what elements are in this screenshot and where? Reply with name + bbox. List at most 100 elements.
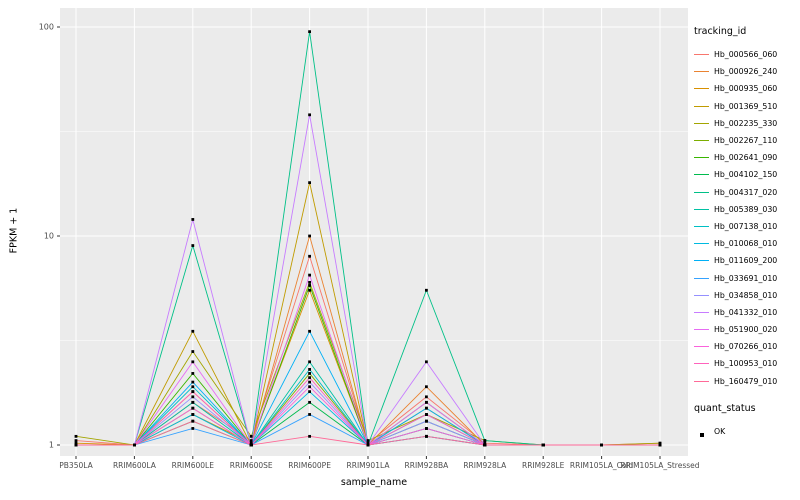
data-point — [425, 360, 428, 364]
data-point — [308, 284, 311, 287]
legend-item-label: Hb_004317_020 — [714, 187, 778, 197]
data-point — [425, 395, 428, 399]
data-point — [425, 406, 428, 410]
data-point — [425, 400, 428, 404]
data-point — [308, 329, 311, 333]
data-point — [308, 273, 311, 277]
legend-panel: tracking_id Hb_000566_060 Hb_000926_240 Hb… — [694, 26, 798, 440]
x-tick-label: RRIM105LA_Stressed — [620, 461, 699, 470]
data-point — [191, 380, 195, 384]
legend-item-Hb_034858_010: Hb_034858_010 — [694, 287, 798, 304]
x-tick-label: RRIM600LE — [172, 461, 215, 470]
data-point — [191, 427, 195, 430]
legend-item-label: Hb_002641_090 — [714, 153, 778, 163]
legend-item-Hb_004317_020: Hb_004317_020 — [694, 184, 798, 201]
data-point — [658, 443, 662, 447]
data-point — [483, 441, 487, 445]
data-point — [658, 441, 662, 445]
legend-item-Hb_001369_510: Hb_001369_510 — [694, 98, 798, 115]
x-tick-label: RRIM105LA_Cold — [570, 461, 634, 470]
data-point — [600, 443, 603, 447]
legend-item-Hb_011609_200: Hb_011609_200 — [694, 252, 798, 269]
y-axis-title: FPKM + 1 — [8, 207, 20, 254]
data-point — [308, 181, 311, 185]
legend-item-Hb_010068_010: Hb_010068_010 — [694, 235, 798, 252]
legend-item-quant-OK: OK — [694, 423, 798, 440]
data-point — [74, 434, 78, 438]
quant-status-block: quant_status OK — [694, 403, 798, 440]
data-point — [191, 360, 195, 364]
data-point — [308, 385, 311, 389]
legend-item-Hb_004102_150: Hb_004102_150 — [694, 166, 798, 183]
x-axis-title: sample_name — [340, 477, 408, 488]
data-point — [191, 419, 195, 423]
x-tick-label: RRIM600PE — [288, 461, 331, 470]
legend-item-label: Hb_010068_010 — [714, 239, 778, 249]
legend-item-label: Hb_002267_110 — [714, 136, 778, 146]
data-point — [191, 350, 195, 353]
legend-key-line — [694, 174, 709, 176]
legend-item-Hb_033691_010: Hb_033691_010 — [694, 269, 798, 286]
x-tick-label: RRIM928LE — [522, 461, 565, 470]
legend-item-Hb_100953_010: Hb_100953_010 — [694, 355, 798, 372]
data-point — [425, 288, 428, 292]
data-point — [425, 385, 428, 389]
legend-item-label: Hb_041332_010 — [714, 307, 778, 317]
legend-item-Hb_002235_330: Hb_002235_330 — [694, 115, 798, 132]
legend-key-line — [694, 157, 709, 159]
data-point — [249, 441, 253, 445]
legend-item-label: Hb_005389_030 — [714, 204, 778, 214]
data-point — [308, 434, 311, 438]
x-tick-label: RRIM600LA — [113, 461, 157, 470]
data-point — [191, 218, 195, 221]
data-point — [191, 395, 195, 399]
x-tick-label: RRIM928BA — [405, 461, 450, 470]
legend-key-line — [694, 208, 709, 210]
data-point — [308, 234, 311, 238]
data-point — [366, 439, 370, 442]
data-point — [191, 372, 195, 375]
legend-title-quant-status: quant_status — [694, 402, 756, 414]
legend-item-Hb_005389_030: Hb_005389_030 — [694, 201, 798, 218]
legend-key-line — [694, 380, 709, 382]
data-point — [425, 413, 428, 416]
legend-item-label: Hb_000566_060 — [714, 50, 778, 60]
x-tick-label: PB350LA — [59, 461, 93, 470]
legend-item-label: Hb_007138_010 — [714, 221, 778, 231]
data-point — [425, 419, 428, 423]
legend-item-Hb_007138_010: Hb_007138_010 — [694, 218, 798, 235]
data-point — [541, 443, 545, 447]
legend-key-line — [694, 243, 709, 245]
legend-item-label: Hb_034858_010 — [714, 290, 778, 300]
data-point — [249, 443, 253, 447]
legend-key-line — [694, 191, 709, 193]
legend-key-point — [694, 422, 709, 441]
legend-key-line — [694, 346, 709, 348]
legend-item-Hb_000935_060: Hb_000935_060 — [694, 80, 798, 97]
plot-panel — [60, 8, 688, 456]
legend-item-label: Hb_070266_010 — [714, 342, 778, 352]
legend-key-line — [694, 294, 709, 296]
y-tick-label: 10 — [44, 232, 54, 241]
data-point — [249, 439, 253, 442]
legend-item-label: Hb_011609_200 — [714, 256, 778, 266]
legend-item-Hb_051900_020: Hb_051900_020 — [694, 321, 798, 338]
legend-item-Hb_041332_010: Hb_041332_010 — [694, 304, 798, 321]
legend-key-line — [694, 260, 709, 262]
legend-items-list: Hb_000566_060 Hb_000926_240 Hb_000935_060 H… — [694, 46, 798, 390]
legend-title-tracking-id: tracking_id — [694, 26, 747, 37]
data-point — [191, 413, 195, 416]
data-point — [308, 390, 311, 394]
x-tick-label: RRIM901LA — [347, 461, 391, 470]
legend-item-label: OK — [714, 426, 726, 436]
legend-key-line — [694, 363, 709, 365]
legend-item-label: Hb_000935_060 — [714, 84, 778, 94]
data-point — [308, 400, 311, 404]
data-point — [308, 376, 311, 380]
data-point — [74, 439, 78, 442]
data-point — [483, 443, 487, 447]
data-point — [133, 443, 136, 447]
data-point — [308, 113, 311, 117]
legend-key-line — [694, 105, 709, 107]
